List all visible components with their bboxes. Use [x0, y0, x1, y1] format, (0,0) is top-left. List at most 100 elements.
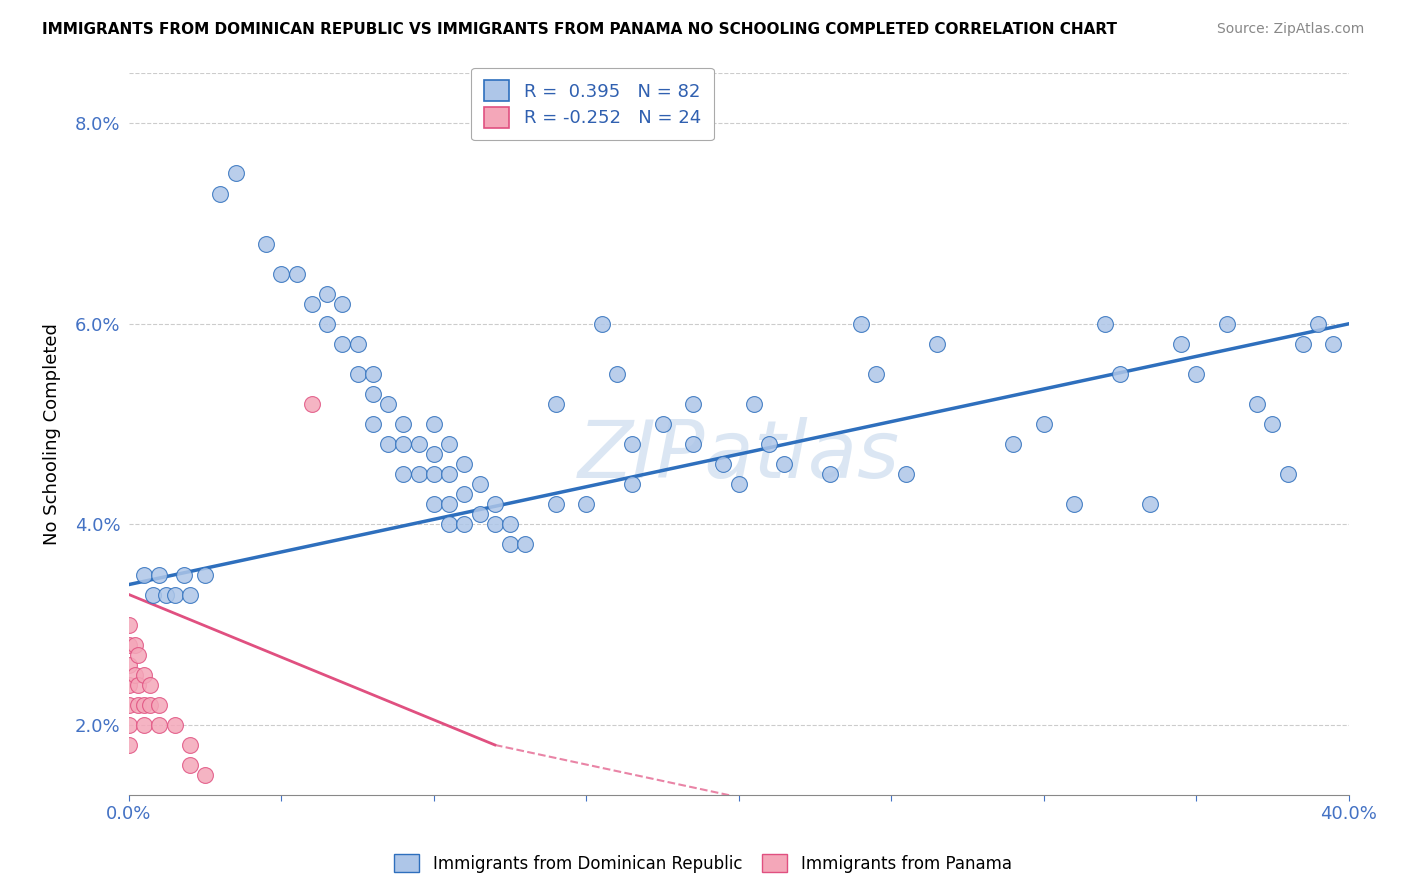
Point: [865, 367, 887, 381]
Point: [377, 397, 399, 411]
Text: IMMIGRANTS FROM DOMINICAN REPUBLIC VS IMMIGRANTS FROM PANAMA NO SCHOOLING COMPLE: IMMIGRANTS FROM DOMINICAN REPUBLIC VS IM…: [42, 22, 1118, 37]
Point: [423, 417, 446, 431]
Point: [392, 417, 415, 431]
Point: [1094, 317, 1116, 331]
Point: [575, 497, 598, 511]
Point: [332, 297, 354, 311]
Point: [453, 517, 475, 532]
Point: [591, 317, 613, 331]
Text: Source: ZipAtlas.com: Source: ZipAtlas.com: [1216, 22, 1364, 37]
Point: [285, 267, 308, 281]
Point: [118, 638, 141, 652]
Point: [148, 718, 170, 732]
Point: [515, 537, 537, 551]
Legend: R =  0.395   N = 82, R = -0.252   N = 24: R = 0.395 N = 82, R = -0.252 N = 24: [471, 68, 713, 140]
Point: [1277, 467, 1299, 482]
Point: [727, 477, 749, 491]
Point: [1063, 497, 1085, 511]
Point: [124, 638, 146, 652]
Point: [254, 236, 277, 251]
Point: [1032, 417, 1054, 431]
Point: [773, 457, 796, 471]
Point: [124, 667, 146, 681]
Point: [1108, 367, 1130, 381]
Point: [423, 497, 446, 511]
Point: [651, 417, 673, 431]
Point: [484, 517, 506, 532]
Point: [163, 718, 186, 732]
Point: [179, 738, 201, 752]
Point: [139, 698, 162, 712]
Point: [148, 698, 170, 712]
Point: [713, 457, 735, 471]
Point: [118, 617, 141, 632]
Point: [468, 508, 491, 522]
Point: [127, 698, 149, 712]
Point: [1322, 337, 1344, 351]
Point: [142, 588, 165, 602]
Point: [346, 367, 368, 381]
Point: [392, 437, 415, 451]
Point: [1246, 397, 1268, 411]
Point: [1261, 417, 1284, 431]
Point: [361, 387, 384, 401]
Point: [606, 367, 628, 381]
Point: [134, 567, 156, 582]
Point: [118, 738, 141, 752]
Point: [682, 397, 704, 411]
Point: [742, 397, 765, 411]
Point: [118, 657, 141, 672]
Point: [468, 477, 491, 491]
Point: [849, 317, 872, 331]
Point: [127, 648, 149, 662]
Point: [155, 588, 177, 602]
Point: [392, 467, 415, 482]
Point: [423, 467, 446, 482]
Point: [332, 337, 354, 351]
Point: [316, 286, 339, 301]
Point: [408, 467, 430, 482]
Point: [139, 678, 162, 692]
Point: [301, 297, 323, 311]
Point: [134, 698, 156, 712]
Point: [437, 517, 460, 532]
Point: [544, 497, 567, 511]
Point: [209, 186, 232, 201]
Point: [346, 337, 368, 351]
Point: [896, 467, 918, 482]
Point: [1215, 317, 1237, 331]
Point: [301, 397, 323, 411]
Point: [682, 437, 704, 451]
Y-axis label: No Schooling Completed: No Schooling Completed: [44, 323, 60, 545]
Point: [118, 678, 141, 692]
Point: [1185, 367, 1208, 381]
Point: [499, 537, 522, 551]
Point: [179, 588, 201, 602]
Point: [1306, 317, 1329, 331]
Point: [423, 447, 446, 461]
Point: [127, 678, 149, 692]
Point: [453, 487, 475, 501]
Point: [148, 567, 170, 582]
Point: [1292, 337, 1315, 351]
Point: [925, 337, 948, 351]
Point: [179, 758, 201, 772]
Point: [437, 437, 460, 451]
Point: [437, 497, 460, 511]
Point: [818, 467, 841, 482]
Point: [484, 497, 506, 511]
Point: [758, 437, 780, 451]
Text: ZIPatlas: ZIPatlas: [578, 417, 900, 495]
Point: [118, 718, 141, 732]
Point: [621, 477, 644, 491]
Point: [1170, 337, 1192, 351]
Point: [361, 367, 384, 381]
Point: [134, 718, 156, 732]
Point: [225, 166, 247, 180]
Point: [270, 267, 292, 281]
Point: [118, 698, 141, 712]
Point: [437, 467, 460, 482]
Point: [173, 567, 195, 582]
Point: [194, 768, 217, 782]
Point: [408, 437, 430, 451]
